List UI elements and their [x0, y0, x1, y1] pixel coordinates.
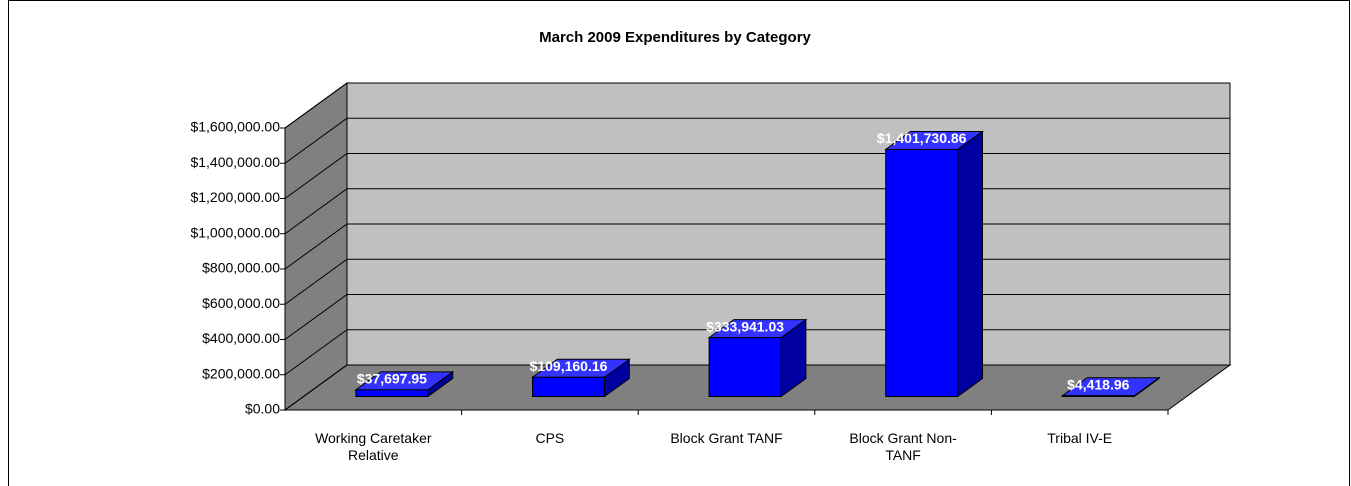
grid-line [284, 117, 1230, 164]
value-label: $333,941.03 [706, 318, 784, 334]
bar [708, 337, 782, 397]
grid-line [284, 82, 1230, 129]
x-tick-label: CPS [535, 430, 565, 446]
y-tick-label: $1,600,000.00 [190, 119, 280, 135]
y-tick-label: $600,000.00 [202, 295, 280, 311]
value-label: $1,401,730.86 [877, 130, 967, 146]
y-tick-label: $0.00 [245, 401, 280, 417]
x-tick-label: Working Caretaker Relative [315, 430, 432, 463]
bar-side [957, 130, 983, 398]
x-tick-label: Block Grant Non-TANF [849, 430, 957, 463]
bar [532, 376, 605, 398]
bar [355, 389, 429, 398]
x-tick-label: Block Grant TANF [670, 430, 783, 446]
value-label: $109,160.16 [530, 358, 608, 374]
value-label: $4,418.96 [1067, 376, 1129, 392]
y-tick-label: $400,000.00 [202, 330, 280, 346]
y-tick-label: $1,000,000.00 [190, 224, 280, 240]
y-tick-label: $800,000.00 [202, 260, 280, 276]
bar [885, 148, 959, 397]
y-tick-label: $1,200,000.00 [190, 189, 280, 205]
y-tick-label: $1,400,000.00 [190, 154, 280, 170]
value-label: $37,697.95 [357, 371, 427, 387]
x-tick-label: Tribal IV-E [1047, 430, 1113, 446]
bar [1061, 395, 1135, 398]
chart-title: March 2009 Expenditures by Category [539, 29, 811, 46]
y-tick-label: $200,000.00 [202, 365, 280, 381]
